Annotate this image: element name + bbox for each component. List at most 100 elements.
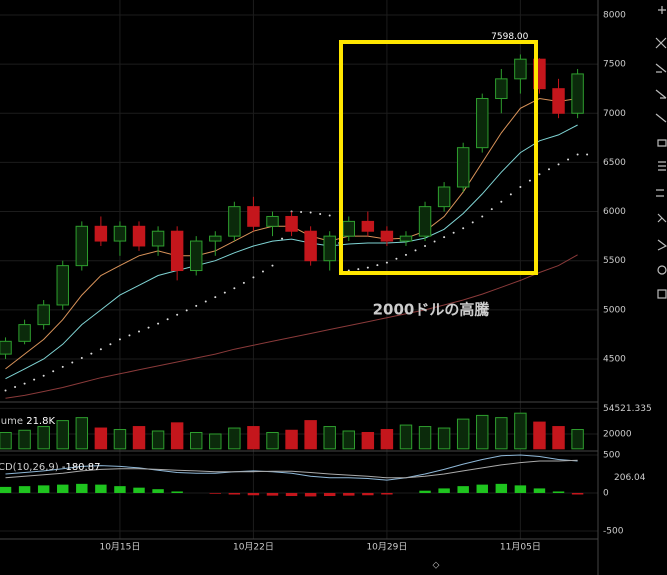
indicator-dot	[71, 361, 74, 364]
indicator-dot	[481, 215, 484, 218]
macd-histogram-bar	[343, 492, 355, 496]
indicator-dot	[452, 231, 455, 234]
candle-body	[456, 147, 470, 188]
indicator-dot	[233, 287, 236, 290]
volume-label: lume 21.8K	[0, 416, 55, 427]
volume-bar	[456, 418, 470, 450]
macd-histogram-bar	[18, 486, 31, 493]
candle-body	[361, 220, 375, 232]
moving-average	[5, 254, 578, 399]
macd-name: CD(10,26,9)	[0, 462, 59, 473]
x-tick-label: 10月29日	[366, 542, 407, 553]
volume-bar	[342, 430, 355, 450]
indicator-dot	[357, 268, 360, 271]
indicator-dot	[309, 211, 312, 214]
indicator-dot	[385, 261, 388, 264]
candle-body	[304, 230, 317, 262]
volume-bar	[151, 430, 165, 450]
indicator-dot	[23, 382, 26, 385]
volume-name: lume	[0, 416, 23, 427]
indicator-dot	[176, 313, 179, 316]
indicator-dot	[500, 200, 503, 203]
candle-body	[228, 206, 241, 237]
macd-histogram-bar	[209, 492, 222, 494]
indicator-dot	[252, 276, 255, 279]
candle-body	[37, 304, 50, 326]
candle-body	[514, 58, 527, 80]
plot-area	[0, 54, 589, 497]
tool-icon[interactable]	[657, 139, 667, 147]
volume-bar	[304, 420, 317, 450]
volume-bar	[285, 429, 298, 450]
y-tick-label: 8000	[603, 10, 626, 20]
indicator-dot	[223, 291, 226, 294]
candle-body	[380, 230, 394, 242]
indicator-dot	[567, 158, 570, 161]
tool-icon[interactable]	[657, 213, 667, 223]
tool-icon[interactable]	[656, 189, 664, 197]
candle-body	[151, 230, 165, 247]
macd-marker-label: 206.04	[614, 473, 646, 483]
y-tick-label: 5500	[603, 256, 626, 266]
candle-body	[113, 225, 127, 242]
volume-bar	[495, 417, 508, 450]
macd-histogram-bar	[37, 485, 50, 493]
volume-bar	[571, 429, 584, 450]
indicator-dot	[195, 304, 198, 307]
indicator-dot	[242, 281, 245, 284]
indicator-dot	[328, 214, 331, 217]
volume-bar	[228, 427, 241, 450]
signal-line	[5, 459, 578, 479]
candle-body	[476, 98, 489, 149]
volume-bar	[361, 431, 375, 450]
tool-icon[interactable]	[657, 239, 667, 251]
scroll-marker[interactable]: ◇	[433, 561, 440, 571]
indicator-dot	[185, 309, 188, 312]
tool-icon[interactable]	[657, 265, 667, 275]
volume-bar	[113, 429, 127, 450]
volume-bar	[56, 420, 69, 450]
volume-bar	[132, 426, 146, 450]
indicator-dot	[538, 173, 541, 176]
indicator-dot	[366, 266, 369, 269]
volume-bar	[75, 417, 89, 450]
indicator-dot	[80, 357, 83, 360]
indicator-dot	[42, 374, 45, 377]
candle-body	[399, 235, 413, 242]
indicator-dot	[166, 318, 169, 321]
volume-bar	[514, 412, 527, 450]
indicator-dot	[33, 378, 36, 381]
volume-tick-label: 20000	[603, 429, 632, 439]
volume-bar	[323, 426, 336, 450]
tool-icon[interactable]	[658, 161, 666, 171]
tool-icon[interactable]	[655, 37, 667, 49]
volume-bar	[399, 424, 413, 450]
tool-icon[interactable]	[655, 113, 667, 123]
indicator-dot	[528, 179, 531, 182]
indicator-dot	[547, 168, 550, 171]
volume-bar	[189, 431, 203, 450]
candle-body	[571, 73, 584, 114]
indicator-dot	[14, 386, 17, 389]
tool-icon[interactable]	[655, 89, 667, 99]
indicator-dot	[204, 300, 207, 303]
macd-histogram-bar	[533, 488, 546, 493]
macd-histogram-bar	[95, 484, 107, 493]
macd-histogram-bar	[457, 486, 469, 493]
indicator-dot	[138, 330, 141, 333]
tool-icon[interactable]	[655, 63, 667, 73]
candle-body	[75, 225, 89, 267]
tool-icon[interactable]	[657, 289, 667, 299]
indicator-dot	[414, 249, 417, 252]
macd-current: -180.87	[62, 462, 101, 473]
indicator-dot	[300, 211, 303, 214]
indicator-dot	[404, 253, 407, 256]
volume-bar	[552, 426, 565, 450]
y-tick-label: 6500	[603, 158, 626, 168]
tool-icon[interactable]	[658, 6, 666, 14]
macd-histogram-bar	[0, 486, 12, 493]
price-annotation: 7598.00	[491, 32, 528, 42]
candle-body	[552, 88, 565, 114]
volume-bar	[247, 426, 260, 450]
volume-bar	[476, 414, 489, 450]
